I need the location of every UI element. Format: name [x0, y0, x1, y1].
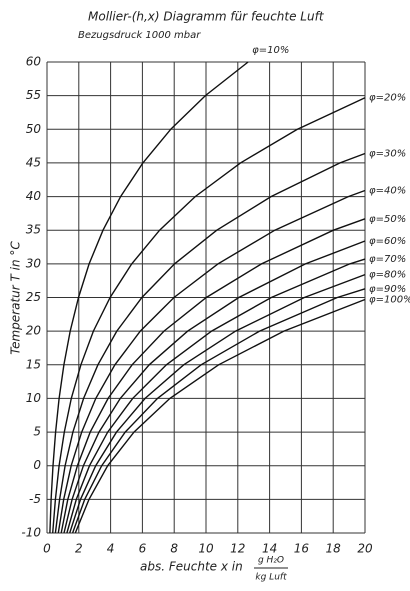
humidity-curve: [71, 288, 366, 534]
curve-label: φ=50%: [369, 214, 406, 225]
x-tick-label: 0: [43, 542, 51, 556]
x-axis-label: abs. Feuchte x in: [140, 560, 243, 574]
x-tick-label: 20: [357, 542, 373, 556]
y-tick-label: 15: [26, 357, 41, 371]
curve-label: φ=30%: [369, 149, 406, 160]
x-tick-label: 16: [294, 542, 310, 556]
x-tick-label: 6: [139, 542, 147, 556]
curve-label: φ=90%: [369, 284, 406, 295]
humidity-curve: [69, 273, 366, 534]
curve-label: φ=20%: [369, 93, 406, 104]
humidity-curve: [57, 189, 366, 534]
humidity-curve: [63, 240, 366, 534]
x-tick-label: 18: [326, 542, 342, 556]
y-tick-label: 25: [26, 290, 41, 304]
y-tick-label: 0: [33, 458, 41, 472]
y-tick-label: 45: [26, 155, 41, 169]
curve-label: φ=60%: [369, 236, 406, 247]
curve-label: φ=10%: [252, 45, 289, 56]
humidity-curve: [74, 298, 366, 534]
chart-subtitle: Bezugsdruck 1000 mbar: [78, 30, 201, 41]
y-tick-label: 35: [26, 223, 41, 237]
y-tick-label: 5: [33, 425, 41, 439]
x-tick-label: 4: [107, 542, 115, 556]
humidity-curve: [49, 61, 249, 534]
y-tick-label: 30: [26, 256, 42, 270]
curve-label: φ=100%: [369, 295, 410, 306]
y-tick-label: 55: [26, 88, 41, 102]
humidity-curve: [66, 258, 366, 534]
y-tick-label: 50: [26, 122, 42, 136]
y-tick-label: 20: [26, 324, 42, 338]
humidity-curve: [52, 97, 366, 534]
x-tick-label: 14: [262, 542, 277, 556]
curve-label: φ=70%: [369, 254, 406, 265]
x-tick-label: 10: [198, 542, 214, 556]
humidity-curve: [60, 218, 366, 534]
curve-label: φ=40%: [369, 186, 406, 197]
y-tick-label: -5: [29, 492, 41, 506]
x-tick-label: 2: [75, 542, 83, 556]
y-tick-label: 60: [26, 55, 42, 69]
x-unit-denominator: kg Luft: [255, 573, 287, 583]
humidity-curve: [54, 152, 366, 534]
chart-title: Mollier-(h,x) Diagramm für feuchte Luft: [88, 10, 325, 24]
curve-label: φ=80%: [369, 270, 406, 281]
y-tick-label: 40: [26, 189, 42, 203]
y-tick-label: -10: [21, 526, 41, 540]
x-unit-numerator: g H₂O: [258, 556, 284, 566]
y-tick-label: 10: [26, 391, 42, 405]
x-tick-label: 12: [230, 542, 245, 556]
y-axis-label: Temperatur T in °C: [9, 241, 23, 355]
x-tick-label: 8: [170, 542, 178, 556]
